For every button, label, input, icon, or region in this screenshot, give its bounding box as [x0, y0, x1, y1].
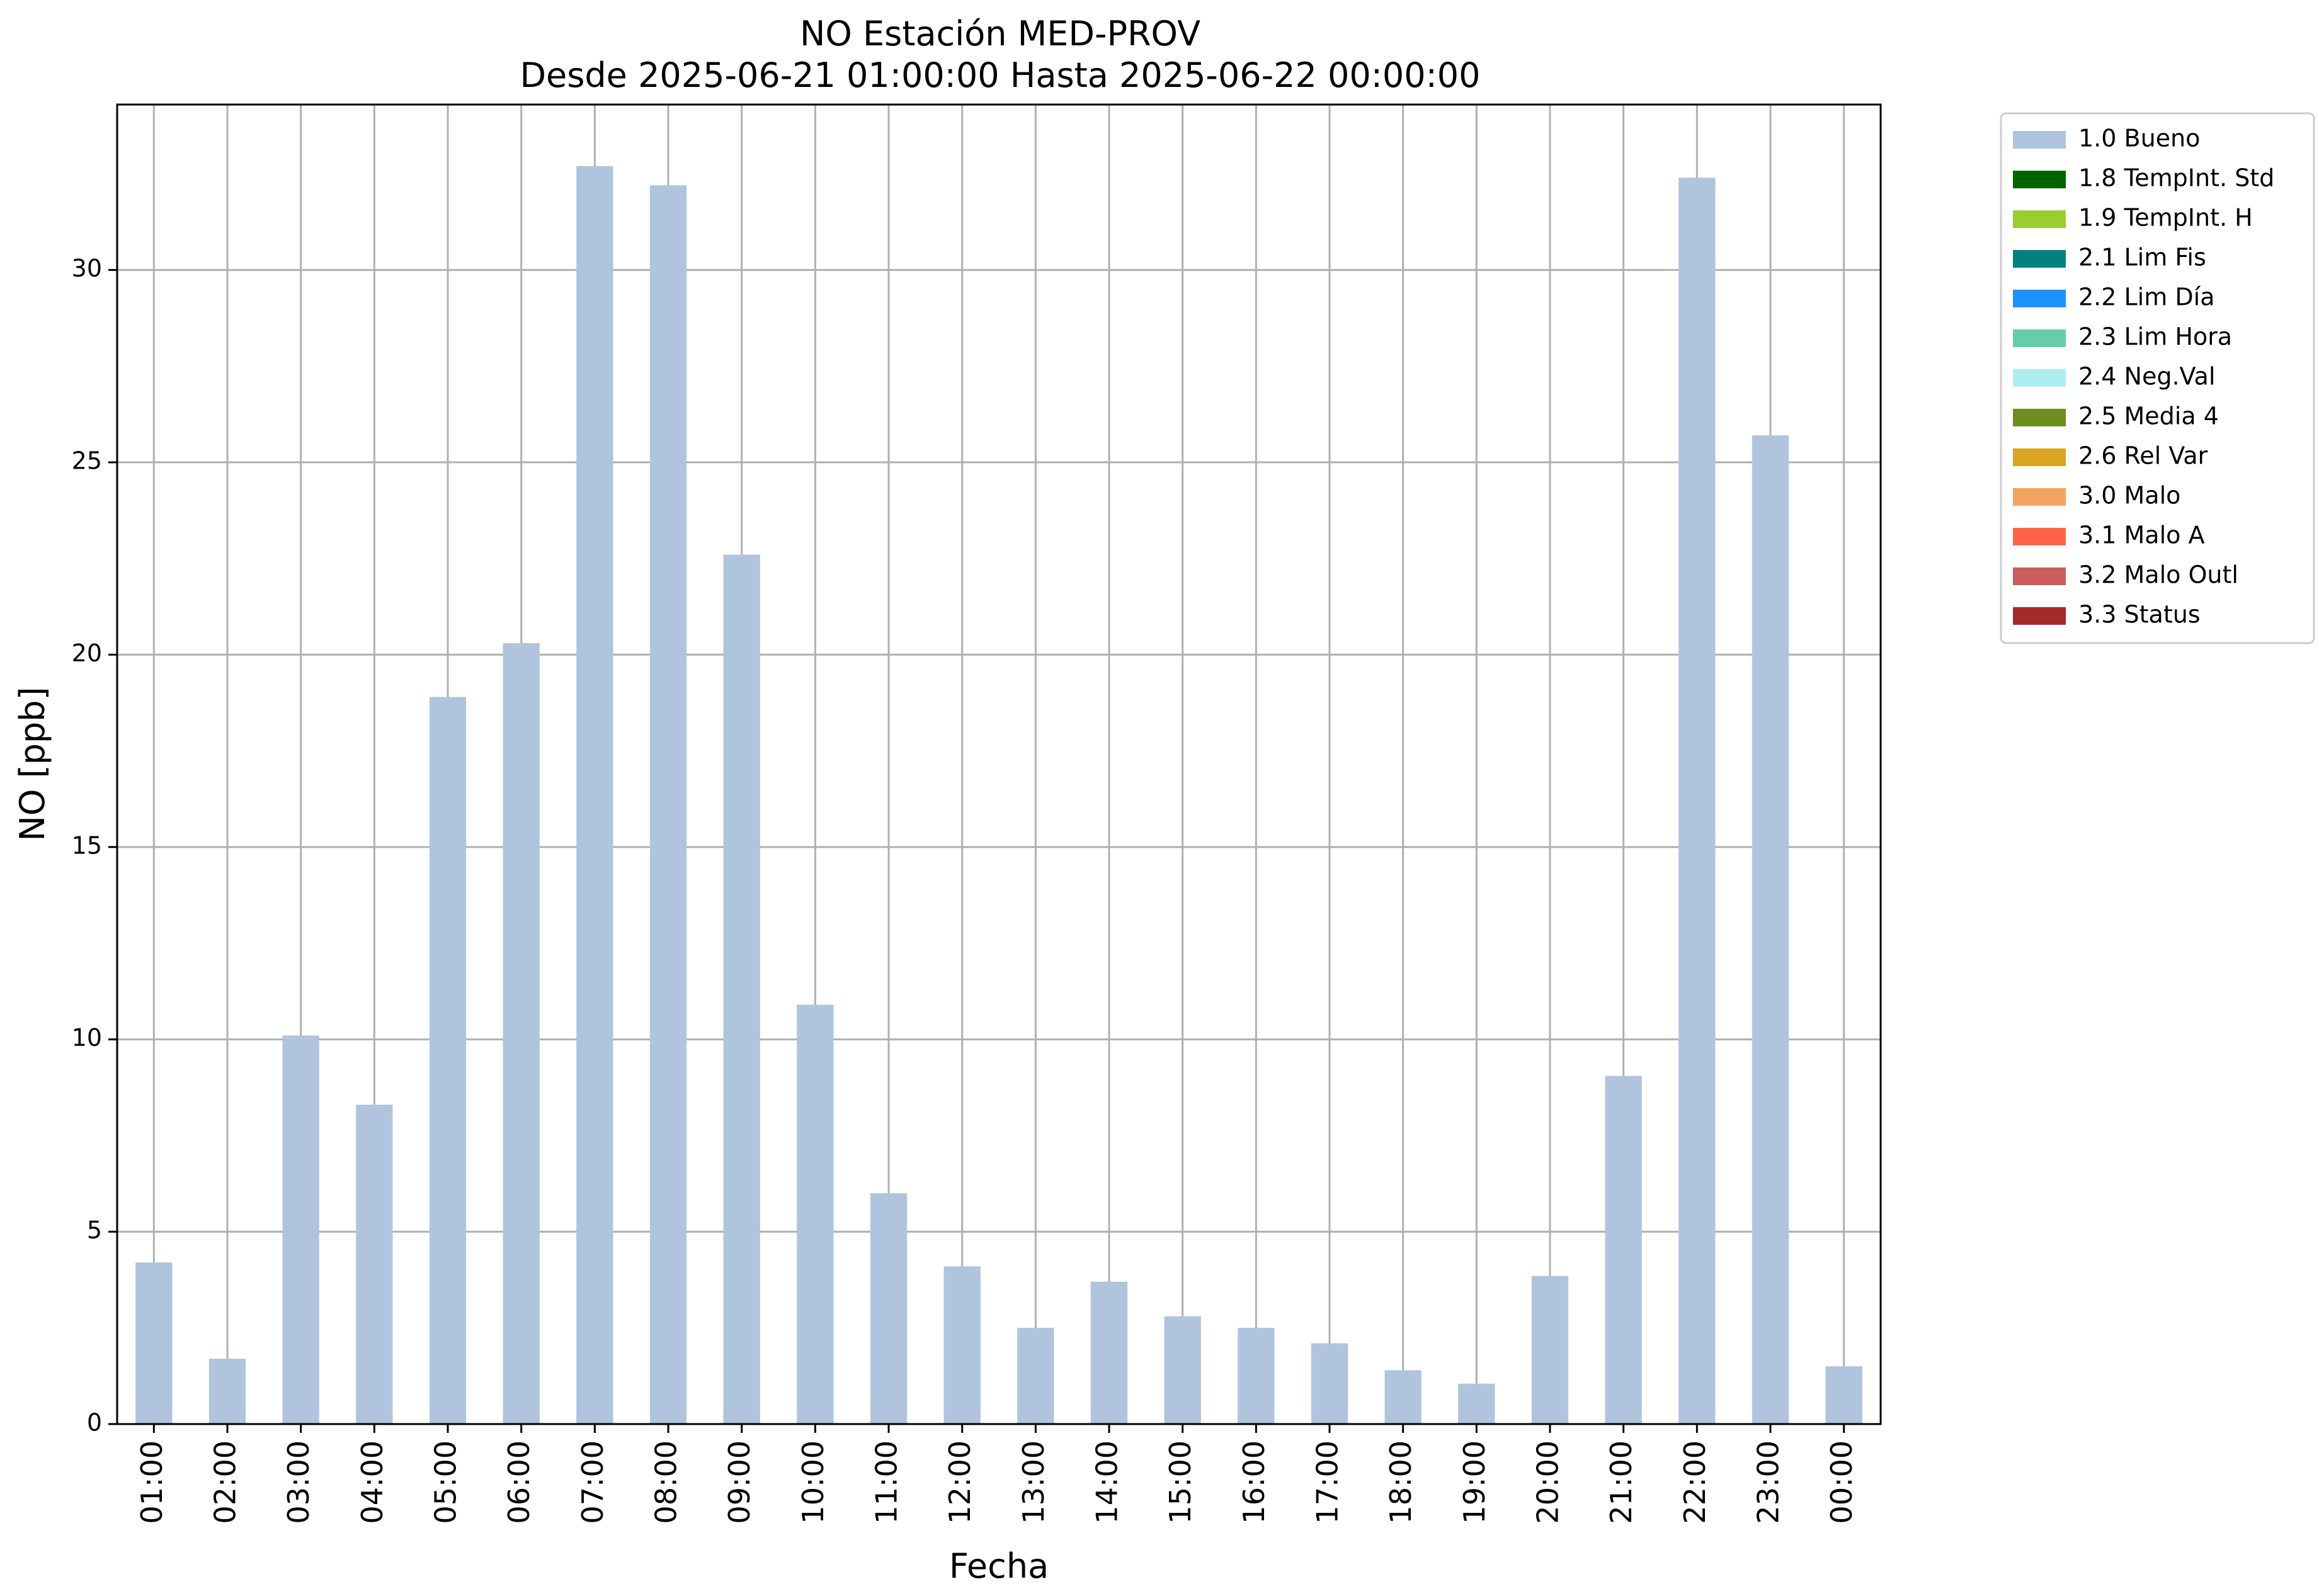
chart-title: NO Estación MED-PROV: [800, 14, 1200, 54]
x-tick-label: 18:00: [1384, 1440, 1418, 1524]
legend-label: 3.1 Malo A: [2078, 522, 2204, 549]
bar-2100: [1605, 1076, 1642, 1424]
bar-2300: [1752, 435, 1789, 1424]
legend-swatch: [2013, 171, 2066, 188]
bar-0500: [429, 697, 467, 1424]
x-tick-label: 14:00: [1090, 1440, 1124, 1524]
x-tick-label: 10:00: [796, 1440, 830, 1524]
x-tick-label: 02:00: [208, 1440, 242, 1524]
bar-0200: [208, 1359, 246, 1424]
legend: 1.0 Bueno 1.8 TempInt. Std 1.9 TempInt. H 2…: [2000, 112, 2315, 644]
legend-swatch: [2013, 528, 2066, 545]
x-tick-label: 08:00: [649, 1440, 683, 1524]
bar-0900: [723, 554, 760, 1424]
legend-label: 2.4 Neg.Val: [2078, 363, 2215, 390]
legend-label: 3.3 Status: [2078, 601, 2201, 629]
legend-label: 3.2 Malo Outl: [2078, 561, 2238, 589]
x-tick-label: 06:00: [502, 1440, 536, 1524]
legend-swatch: [2013, 329, 2066, 347]
x-tick-label: 05:00: [429, 1440, 463, 1524]
y-tick-label: 20: [72, 639, 102, 667]
legend-swatch: [2013, 409, 2066, 426]
x-tick-label: 01:00: [135, 1440, 169, 1524]
bar-1400: [1090, 1282, 1128, 1424]
x-tick-label: 00:00: [1825, 1440, 1859, 1524]
bar-1800: [1384, 1370, 1422, 1424]
legend-swatch: [2013, 250, 2066, 268]
bar-1200: [943, 1266, 981, 1424]
legend-swatch: [2013, 290, 2066, 307]
x-tick-label: 03:00: [282, 1440, 316, 1524]
plot-frame: [116, 103, 1882, 1425]
legend-swatch: [2013, 567, 2066, 585]
x-tick-label: 17:00: [1311, 1440, 1345, 1524]
bar-2000: [1531, 1275, 1569, 1424]
x-axis-label: Fecha: [949, 1546, 1049, 1586]
y-axis-label: NO [ppb]: [13, 687, 52, 841]
x-tick-label: 23:00: [1752, 1440, 1786, 1524]
legend-label: 2.2 Lim Día: [2078, 283, 2214, 311]
x-tick-label: 07:00: [576, 1440, 610, 1524]
legend-swatch: [2013, 488, 2066, 506]
bar-0400: [356, 1105, 393, 1424]
y-tick-label: 0: [87, 1409, 102, 1437]
bar-1900: [1458, 1383, 1495, 1424]
legend-swatch: [2013, 607, 2066, 625]
legend-label: 1.8 TempInt. Std: [2078, 164, 2274, 192]
x-tick-label: 22:00: [1678, 1440, 1712, 1524]
legend-label: 2.5 Media 4: [2078, 402, 2219, 430]
y-tick-label: 15: [72, 831, 102, 859]
bar-1000: [797, 1005, 834, 1424]
y-axis-ticks: 0 5 10 15 20 25 30: [72, 254, 117, 1437]
bar-0800: [649, 185, 687, 1424]
y-tick-label: 25: [72, 447, 102, 475]
x-tick-label: 13:00: [1017, 1440, 1051, 1524]
bar-1600: [1238, 1328, 1275, 1424]
x-tick-label: 09:00: [722, 1440, 756, 1524]
bar-0000: [1825, 1366, 1862, 1424]
legend-label: 2.6 Rel Var: [2078, 442, 2208, 470]
legend-label: 1.9 TempInt. H: [2078, 204, 2253, 232]
plot-background: [117, 105, 1881, 1424]
legend-swatch: [2013, 448, 2066, 466]
legend-swatch: [2013, 131, 2066, 149]
y-tick-label: 5: [87, 1216, 102, 1244]
legend-items: 1.0 Bueno 1.8 TempInt. Std 1.9 TempInt. H 2…: [2013, 125, 2274, 629]
x-tick-label: 20:00: [1531, 1440, 1565, 1524]
legend-swatch: [2013, 369, 2066, 387]
legend-swatch: [2013, 210, 2066, 228]
x-tick-label: 04:00: [355, 1440, 389, 1524]
legend-label: 2.3 Lim Hora: [2078, 323, 2232, 351]
bar-0100: [135, 1262, 173, 1424]
bar-0300: [282, 1035, 319, 1424]
bar-1100: [870, 1193, 908, 1424]
chart-subtitle: Desde 2025-06-21 01:00:00 Hasta 2025-06-…: [520, 55, 1480, 95]
legend-label: 2.1 Lim Fis: [2078, 244, 2206, 271]
bar-0700: [576, 166, 613, 1424]
x-tick-label: 12:00: [943, 1440, 977, 1524]
bars: [135, 166, 1862, 1424]
legend-label: 3.0 Malo: [2078, 482, 2180, 510]
bar-1300: [1017, 1328, 1054, 1424]
x-tick-label: 19:00: [1457, 1440, 1491, 1524]
bar-0600: [503, 643, 540, 1424]
x-axis-ticks: 01:00 02:00 03:00 04:00 05:00 06:00 07:00 08:00…: [135, 1424, 1859, 1524]
bar-2200: [1678, 178, 1716, 1424]
x-tick-label: 21:00: [1604, 1440, 1638, 1524]
legend-frame: [2000, 112, 2315, 644]
bar-1700: [1311, 1343, 1348, 1424]
x-tick-label: 16:00: [1237, 1440, 1271, 1524]
bar-1500: [1164, 1316, 1201, 1424]
y-tick-label: 30: [72, 254, 102, 282]
x-tick-label: 11:00: [870, 1440, 904, 1524]
x-tick-label: 15:00: [1163, 1440, 1197, 1524]
legend-label: 1.0 Bueno: [2078, 125, 2200, 152]
y-tick-label: 10: [72, 1024, 102, 1052]
